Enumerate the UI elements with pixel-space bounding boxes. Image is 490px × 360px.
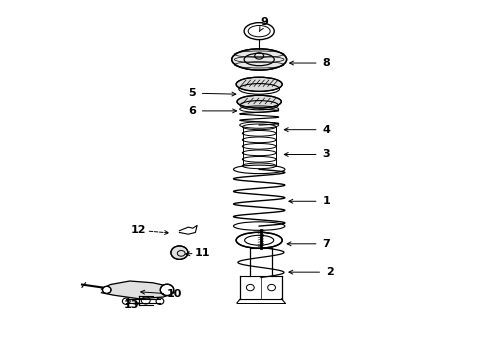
Text: 5: 5: [188, 88, 196, 98]
Text: 8: 8: [322, 58, 330, 68]
Text: 6: 6: [188, 106, 196, 116]
Text: 7: 7: [322, 239, 330, 249]
Ellipse shape: [160, 284, 174, 296]
Ellipse shape: [171, 246, 188, 260]
Text: 4: 4: [322, 125, 330, 135]
Ellipse shape: [236, 77, 282, 91]
Text: 1: 1: [322, 196, 330, 206]
Ellipse shape: [102, 286, 111, 293]
Text: 13: 13: [124, 300, 139, 310]
Text: 3: 3: [323, 149, 330, 159]
Ellipse shape: [232, 49, 287, 70]
Text: 12: 12: [131, 225, 147, 235]
Ellipse shape: [236, 232, 282, 248]
Text: 11: 11: [195, 248, 210, 258]
Polygon shape: [101, 281, 174, 299]
Text: 9: 9: [261, 17, 269, 27]
Text: 10: 10: [167, 289, 182, 299]
Text: 2: 2: [326, 267, 334, 277]
Ellipse shape: [237, 95, 281, 108]
